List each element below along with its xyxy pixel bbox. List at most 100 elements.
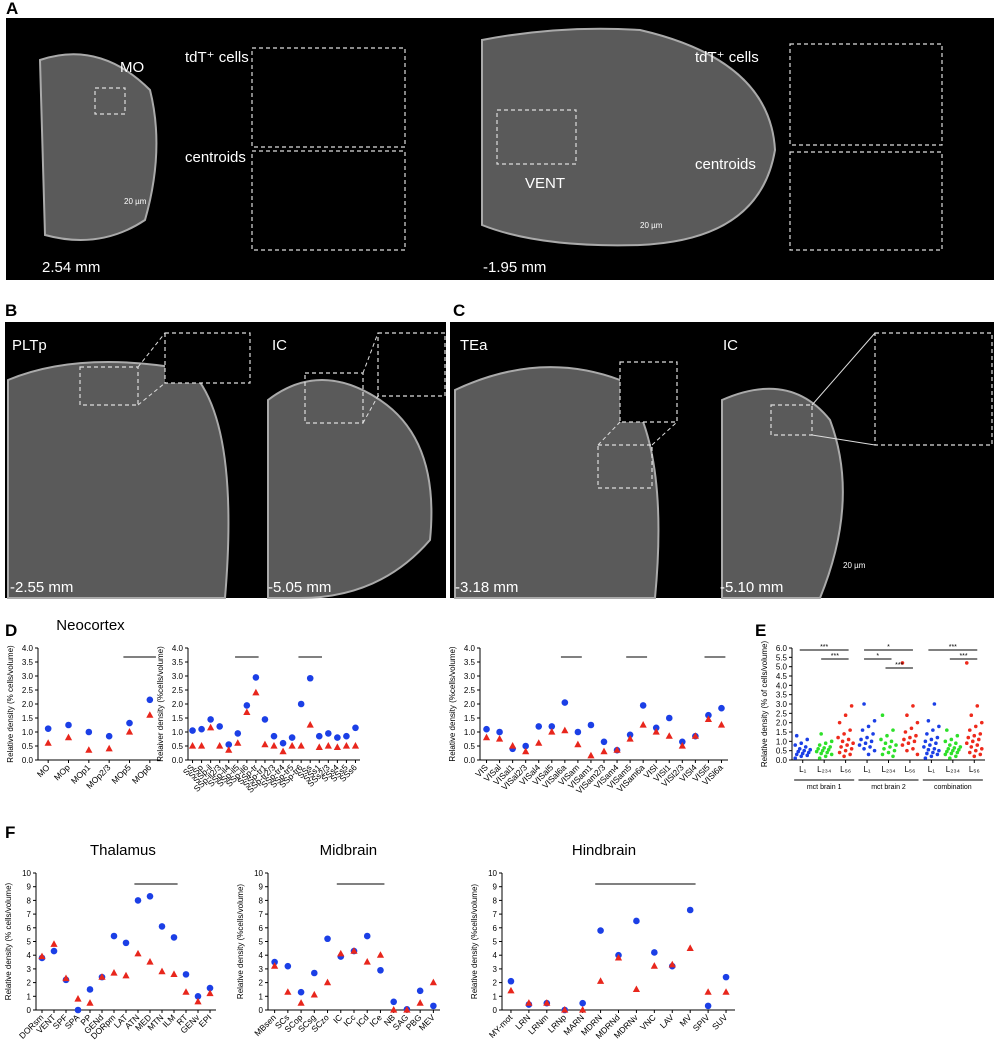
data-point (535, 723, 543, 730)
data-point (665, 732, 673, 739)
data-point (522, 742, 529, 750)
data-point (574, 728, 582, 736)
y-tick-label: 8 (259, 896, 264, 905)
data-point (146, 892, 154, 900)
data-point (891, 728, 895, 732)
data-point (937, 748, 941, 753)
data-point (170, 970, 178, 977)
data-point (823, 754, 828, 759)
data-point (925, 732, 929, 736)
panel-letter: C (453, 301, 465, 320)
data-point (125, 728, 134, 735)
data-point (945, 749, 949, 754)
data-point (206, 984, 214, 992)
data-point (923, 756, 928, 760)
data-point (234, 730, 242, 737)
zoom-line (597, 421, 678, 446)
y-tick-label: 0 (27, 1006, 32, 1015)
data-point (225, 741, 233, 748)
data-point (819, 732, 823, 736)
y-tick-label: 2.5 (22, 686, 34, 695)
data-point (794, 752, 799, 757)
y-tick-label: 9 (27, 883, 32, 892)
y-axis-title: Relaiver density (%cells/volume) (156, 646, 165, 762)
y-tick-label: 2.0 (22, 700, 34, 709)
data-point (872, 719, 877, 723)
data-point (561, 1006, 569, 1013)
data-point (334, 734, 341, 741)
inset (619, 361, 678, 423)
data-point (902, 737, 906, 742)
data-point (194, 993, 202, 1000)
data-point (865, 735, 869, 740)
y-tick-label: 3.0 (776, 700, 788, 709)
data-point (483, 725, 490, 733)
y-tick-label: 3.0 (464, 672, 476, 681)
data-point (951, 748, 955, 753)
x-tick-label: LRNm (526, 1012, 550, 1036)
data-point (802, 748, 807, 753)
x-tick-label: L₂₃₄ (817, 765, 831, 774)
data-point (880, 713, 885, 717)
data-point (626, 731, 634, 739)
x-tick-label: MEV (417, 1012, 437, 1032)
data-point (925, 751, 929, 756)
data-point (288, 742, 296, 749)
y-tick-label: 1.0 (464, 728, 476, 737)
data-point (44, 725, 52, 732)
data-point (797, 747, 802, 751)
roi-box (770, 404, 813, 436)
significance-label: *** (949, 644, 957, 651)
data-point (170, 934, 178, 941)
data-point (158, 923, 166, 930)
y-tick-label: 1.5 (172, 714, 184, 723)
data-point (935, 752, 940, 757)
panel-letter: A (6, 0, 18, 18)
y-tick-label: 4.0 (776, 681, 788, 690)
y-tick-label: 2 (493, 979, 498, 988)
data-point (548, 728, 556, 735)
data-point (597, 927, 604, 934)
data-point (416, 987, 424, 995)
data-point (945, 728, 949, 732)
y-tick-label: 1.5 (464, 714, 476, 723)
panel-letter: E (755, 621, 766, 640)
data-point (892, 748, 897, 753)
data-point (954, 754, 958, 759)
zoom-line (811, 332, 876, 446)
inset (251, 47, 406, 148)
data-point (343, 732, 350, 740)
region-label: VENT (525, 175, 565, 192)
data-point (596, 977, 605, 984)
data-point (279, 747, 287, 755)
data-point (579, 999, 586, 1007)
data-point (949, 737, 954, 742)
y-tick-label: 1.0 (776, 737, 788, 746)
x-tick-label: MOp5 (109, 762, 133, 786)
data-point (626, 735, 634, 742)
data-point (158, 967, 166, 975)
data-point (64, 733, 73, 741)
x-tick-label: SPIV (691, 1012, 712, 1033)
data-point (915, 720, 920, 725)
y-tick-label: 4 (259, 951, 264, 960)
inset-label: tdT⁺ cells (185, 49, 249, 66)
data-point (323, 978, 332, 986)
data-point (862, 747, 866, 751)
data-point (86, 999, 94, 1006)
data-point (846, 737, 851, 742)
data-point (691, 732, 699, 739)
data-point (216, 723, 223, 730)
data-point (252, 688, 260, 696)
y-tick-label: 2.5 (464, 686, 476, 695)
data-point (284, 988, 292, 995)
data-point (98, 973, 106, 980)
y-tick-label: 4.5 (776, 672, 788, 681)
brain-section (267, 379, 433, 599)
significance-label: * (887, 644, 890, 651)
data-point (315, 732, 323, 740)
data-point (225, 746, 233, 753)
data-point (849, 704, 854, 708)
y-tick-label: 4.0 (464, 644, 476, 653)
